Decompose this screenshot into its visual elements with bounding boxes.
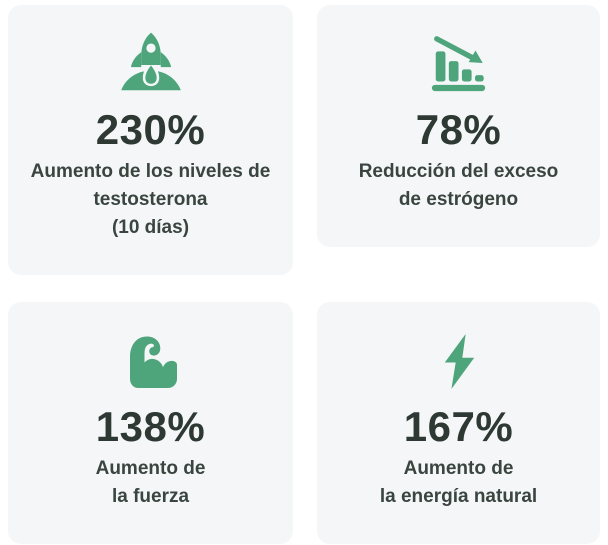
stat-description-line: Aumento de (95, 458, 206, 479)
stat-description: Reducción del exceso de estrógeno (359, 158, 559, 214)
stat-description-line: Aumento de los niveles de (30, 161, 271, 182)
stat-description-line: la fuerza (111, 486, 190, 507)
flexed-bicep-icon (119, 328, 183, 394)
stat-description-line: testosterona (93, 189, 208, 210)
stat-description: Aumento de la fuerza (96, 455, 206, 511)
stat-card-testosterone: 230% Aumento de los niveles de testoster… (8, 5, 293, 275)
lightning-bolt-icon (436, 328, 482, 394)
stat-description-line: la energía natural (379, 486, 538, 507)
stat-card-estrogen: 78% Reducción del exceso de estrógeno (317, 5, 600, 247)
stat-description-line: Aumento de (403, 458, 514, 479)
stat-value: 230% (95, 106, 206, 153)
stat-card-strength: 138% Aumento de la fuerza (8, 302, 293, 544)
stat-value: 138% (95, 403, 206, 450)
declining-bar-chart-icon (424, 31, 494, 97)
rocket-launch-icon (114, 31, 188, 97)
stat-value: 78% (415, 106, 502, 153)
stat-description: Aumento de los niveles de testosterona (… (31, 158, 271, 242)
stat-description: Aumento de la energía natural (380, 455, 537, 511)
stat-description-line: (10 días) (111, 217, 190, 238)
stat-card-energy: 167% Aumento de la energía natural (317, 302, 600, 544)
stat-value: 167% (403, 403, 514, 450)
stat-description-line: Reducción del exceso (358, 161, 559, 182)
stat-description-line: de estrógeno (398, 189, 519, 210)
